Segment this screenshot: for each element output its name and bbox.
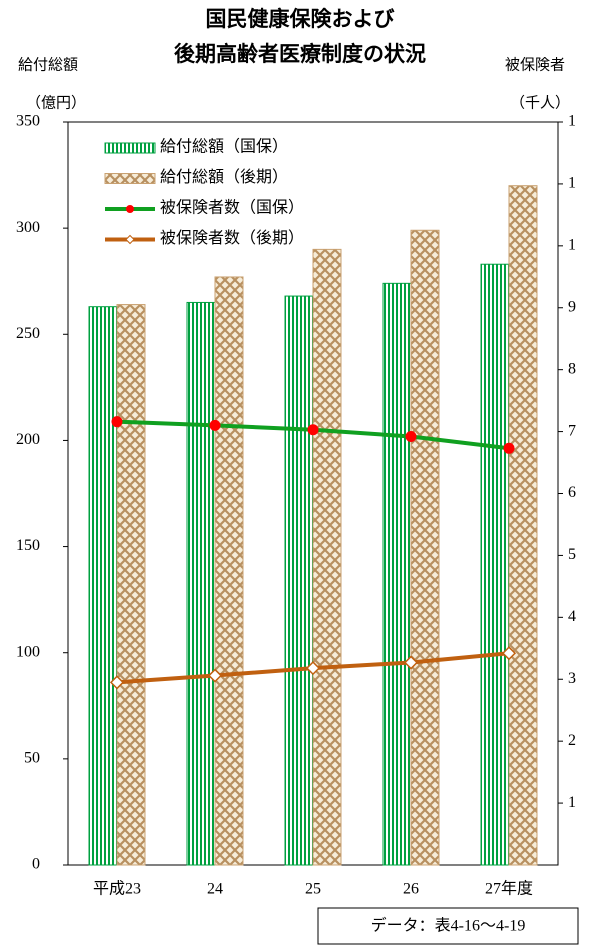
y2-tick-label: 5 bbox=[568, 546, 576, 563]
y2-tick-label: 4 bbox=[568, 608, 576, 625]
marker bbox=[109, 675, 125, 690]
bar bbox=[186, 301, 216, 866]
legend-marker bbox=[126, 205, 134, 213]
marker bbox=[403, 655, 419, 670]
x-tick-label: 27年度 bbox=[485, 880, 533, 898]
y-tick-label: 100 bbox=[16, 643, 40, 660]
y-tick-label: 150 bbox=[16, 537, 40, 554]
y-tick-label: 0 bbox=[32, 856, 40, 873]
y2-tick-label: 3 bbox=[568, 670, 576, 687]
legend-label: 被保険者数（後期） bbox=[160, 229, 304, 247]
bar bbox=[382, 282, 412, 866]
x-tick-label: 25 bbox=[305, 881, 321, 898]
y2-tick-label: 2 bbox=[568, 732, 576, 749]
bar bbox=[116, 304, 146, 866]
y2-tick-label: 1 bbox=[568, 237, 576, 254]
y2-tick-label: 9 bbox=[568, 298, 576, 315]
x-tick-label: 平成23 bbox=[93, 880, 141, 898]
bar bbox=[480, 263, 510, 866]
chart-title: 後期高齢者医療制度の状況 bbox=[174, 42, 426, 66]
y2-tick-label: 1 bbox=[568, 794, 576, 811]
legend-swatch bbox=[104, 142, 156, 154]
marker bbox=[307, 424, 319, 436]
legend-label: 被保険者数（国保） bbox=[160, 199, 304, 217]
x-tick-label: 26 bbox=[403, 881, 419, 898]
bar bbox=[88, 306, 118, 866]
legend-marker bbox=[125, 234, 135, 245]
marker bbox=[305, 661, 321, 676]
marker bbox=[209, 419, 221, 431]
legend-label: 給付総額（国保） bbox=[160, 138, 288, 156]
bar bbox=[312, 248, 342, 866]
bar bbox=[410, 229, 440, 866]
y2-axis-title: 被保険者 bbox=[505, 56, 565, 73]
y2-tick-label: 7 bbox=[568, 422, 576, 439]
y-tick-label: 200 bbox=[16, 431, 40, 448]
marker bbox=[501, 646, 517, 661]
y2-tick-label: 6 bbox=[568, 484, 576, 501]
legend-label: 給付総額（後期） bbox=[160, 168, 288, 186]
y-tick-label: 350 bbox=[16, 113, 40, 130]
legend-swatch bbox=[104, 173, 156, 184]
y-tick-label: 50 bbox=[24, 750, 40, 767]
chart-title: 国民健康保険および bbox=[206, 7, 395, 31]
marker bbox=[111, 416, 123, 428]
y2-tick-label: 8 bbox=[568, 360, 576, 377]
marker bbox=[405, 431, 417, 443]
y-tick-label: 300 bbox=[16, 219, 40, 236]
source-box bbox=[317, 907, 579, 945]
y-tick-label: 250 bbox=[16, 325, 40, 342]
bar bbox=[284, 295, 314, 866]
y2-tick-label: 1 bbox=[568, 175, 576, 192]
bar bbox=[214, 276, 244, 866]
source-note: データ：表4-16～4-19 bbox=[371, 916, 526, 935]
x-tick-label: 24 bbox=[207, 881, 223, 898]
y2-tick-label: 1 bbox=[568, 113, 576, 130]
bar bbox=[508, 185, 538, 866]
marker bbox=[207, 668, 223, 683]
y2-axis-unit: （千人） bbox=[510, 94, 570, 111]
y-axis-title: 給付総額 bbox=[18, 56, 78, 73]
y-axis-unit: （億円） bbox=[26, 94, 86, 111]
marker bbox=[503, 442, 515, 454]
